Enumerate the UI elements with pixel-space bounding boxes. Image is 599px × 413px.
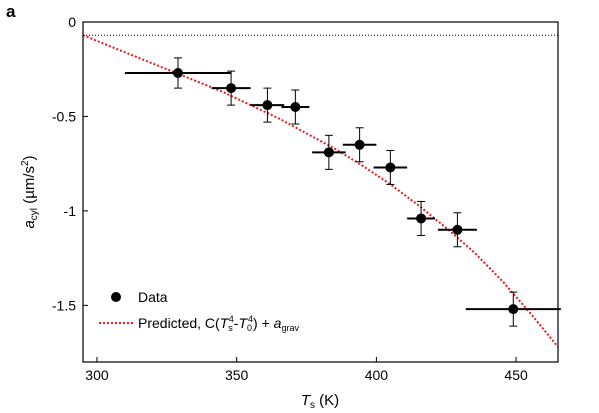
legend-pred-4b: 4 bbox=[248, 314, 253, 324]
legend: Data Predicted, C(Ts4-T04) + agrav bbox=[99, 289, 299, 333]
y-axis-title: acyl (µm/s2) bbox=[20, 155, 40, 228]
data-point bbox=[323, 147, 334, 158]
x-tick-label: 400 bbox=[365, 367, 389, 383]
legend-pred-grav: grav bbox=[281, 323, 299, 333]
y-axis-title-unit-close: ) bbox=[21, 155, 38, 160]
plot-frame bbox=[82, 21, 559, 363]
legend-pred-T0: T bbox=[238, 315, 248, 331]
legend-pred-a: a bbox=[274, 315, 282, 331]
data-point-group bbox=[437, 212, 477, 248]
legend-pred-4a: 4 bbox=[229, 314, 234, 324]
legend-pred-prefix: Predicted, C( bbox=[138, 315, 220, 331]
y-tick-label: -1.5 bbox=[52, 297, 76, 313]
x-tick-label: 450 bbox=[504, 367, 528, 383]
legend-pred-s: s bbox=[228, 323, 233, 333]
legend-pred-close: ) + bbox=[253, 315, 274, 331]
legend-predicted-label: Predicted, C(Ts4-T04) + agrav bbox=[138, 314, 299, 333]
x-axis-title-unit: (K) bbox=[315, 392, 339, 409]
data-point bbox=[262, 100, 273, 111]
legend-pred-minus: - bbox=[234, 315, 239, 331]
x-axis-title-sub: s bbox=[310, 400, 315, 411]
x-tick-label: 350 bbox=[225, 367, 249, 383]
data-point-group bbox=[465, 291, 561, 327]
data-point bbox=[226, 83, 237, 94]
data-points-group bbox=[124, 57, 561, 327]
legend-data-marker bbox=[111, 292, 121, 302]
y-tick-label: 0 bbox=[68, 14, 76, 30]
data-point-group bbox=[312, 134, 346, 170]
data-point-group bbox=[281, 89, 310, 125]
y-axis-title-unit-sup: 2 bbox=[20, 160, 31, 166]
data-point bbox=[452, 224, 463, 235]
data-point-group bbox=[124, 57, 232, 89]
x-tick-label: 300 bbox=[85, 367, 109, 383]
data-point-group bbox=[211, 70, 251, 106]
x-axis-ticks: 300 350 400 450 bbox=[85, 357, 528, 383]
data-point bbox=[290, 102, 301, 112]
data-point-group bbox=[250, 87, 285, 123]
data-point-group bbox=[373, 149, 408, 185]
data-point bbox=[173, 68, 183, 78]
legend-pred-0: 0 bbox=[247, 323, 252, 333]
y-tick-label: -1 bbox=[64, 203, 77, 219]
legend-pred-T: T bbox=[220, 315, 230, 331]
y-axis-title-unit: (µm/s bbox=[21, 166, 38, 208]
predicted-curve bbox=[83, 34, 558, 348]
x-axis-title-var: T bbox=[301, 392, 312, 409]
x-axis-title: Ts (K) bbox=[301, 392, 339, 411]
data-point bbox=[508, 304, 519, 315]
y-axis-ticks: 0 -0.5 -1 -1.5 bbox=[52, 14, 88, 313]
y-tick-label: -0.5 bbox=[52, 108, 76, 124]
legend-data-label: Data bbox=[138, 289, 168, 305]
y-axis-title-var: a bbox=[21, 220, 38, 228]
y-axis-title-sub: cyl bbox=[29, 208, 40, 220]
predicted-curve-group bbox=[83, 34, 558, 348]
data-point bbox=[416, 213, 427, 224]
data-point bbox=[354, 139, 365, 150]
panel-label: a bbox=[6, 2, 16, 21]
data-point bbox=[385, 162, 396, 173]
data-point-group bbox=[342, 127, 377, 163]
data-point-group bbox=[407, 200, 436, 236]
